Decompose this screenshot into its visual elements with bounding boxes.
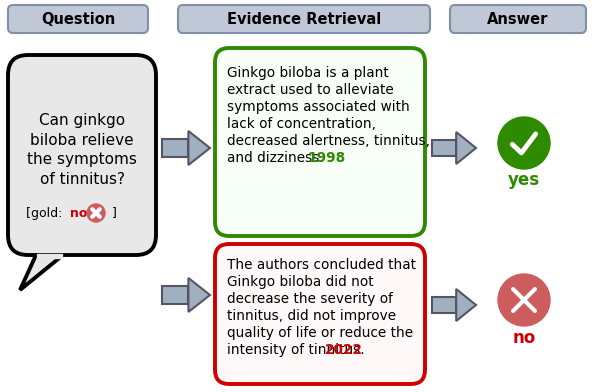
Polygon shape — [162, 139, 188, 157]
Text: no: no — [513, 329, 536, 347]
Text: quality of life or reduce the: quality of life or reduce the — [227, 326, 413, 340]
Text: Ginkgo biloba did not: Ginkgo biloba did not — [227, 275, 374, 289]
Text: tinnitus, did not improve: tinnitus, did not improve — [227, 309, 396, 323]
Text: no: no — [70, 207, 87, 220]
FancyBboxPatch shape — [8, 5, 148, 33]
Polygon shape — [456, 289, 476, 321]
Text: 1998: 1998 — [307, 151, 345, 165]
Polygon shape — [188, 131, 210, 165]
Text: Answer: Answer — [487, 11, 549, 27]
FancyBboxPatch shape — [215, 48, 425, 236]
Polygon shape — [432, 297, 456, 313]
Text: decrease the severity of: decrease the severity of — [227, 292, 393, 306]
Text: [gold:: [gold: — [26, 207, 67, 220]
Polygon shape — [20, 255, 63, 290]
Circle shape — [498, 274, 550, 326]
FancyBboxPatch shape — [450, 5, 586, 33]
Text: extract used to alleviate: extract used to alleviate — [227, 83, 394, 97]
Polygon shape — [188, 278, 210, 312]
FancyBboxPatch shape — [215, 244, 425, 384]
Text: decreased alertness, tinnitus,: decreased alertness, tinnitus, — [227, 134, 430, 148]
Text: and dizziness.: and dizziness. — [227, 151, 328, 165]
Text: Question: Question — [41, 11, 115, 27]
Text: intensity of tinnitus.: intensity of tinnitus. — [227, 343, 369, 357]
FancyBboxPatch shape — [8, 55, 156, 255]
Text: symptoms associated with: symptoms associated with — [227, 100, 410, 114]
Text: Can ginkgo
biloba relieve
the symptoms
of tinnitus?: Can ginkgo biloba relieve the symptoms o… — [27, 113, 137, 187]
Text: lack of concentration,: lack of concentration, — [227, 117, 376, 131]
Text: The authors concluded that: The authors concluded that — [227, 258, 416, 272]
Text: 2022: 2022 — [325, 343, 363, 357]
Polygon shape — [37, 254, 62, 258]
FancyBboxPatch shape — [178, 5, 430, 33]
Polygon shape — [162, 286, 188, 304]
Text: yes: yes — [508, 171, 540, 189]
Text: ]: ] — [108, 207, 117, 220]
Text: Evidence Retrieval: Evidence Retrieval — [227, 11, 381, 27]
Text: Ginkgo biloba is a plant: Ginkgo biloba is a plant — [227, 66, 388, 80]
Polygon shape — [456, 132, 476, 164]
Polygon shape — [432, 140, 456, 156]
Circle shape — [87, 204, 105, 222]
Circle shape — [498, 117, 550, 169]
